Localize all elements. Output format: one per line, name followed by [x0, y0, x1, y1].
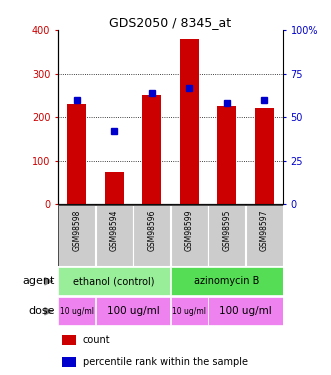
Bar: [180, 39, 199, 204]
Text: 100 ug/ml: 100 ug/ml: [219, 306, 272, 316]
Bar: [133, 205, 170, 266]
Text: percentile rank within the sample: percentile rank within the sample: [83, 357, 248, 367]
Bar: [58, 267, 170, 295]
Text: agent: agent: [22, 276, 55, 286]
Bar: [58, 205, 95, 266]
Text: GSM98594: GSM98594: [110, 209, 119, 251]
Text: dose: dose: [28, 306, 55, 316]
Bar: [255, 108, 274, 204]
Text: ethanol (control): ethanol (control): [73, 276, 155, 286]
Bar: [171, 205, 208, 266]
Title: GDS2050 / 8345_at: GDS2050 / 8345_at: [110, 16, 231, 29]
Text: GSM98595: GSM98595: [222, 209, 231, 251]
Bar: [217, 106, 236, 204]
Bar: [63, 335, 76, 345]
Bar: [171, 297, 208, 325]
Bar: [246, 205, 283, 266]
Bar: [96, 205, 132, 266]
Bar: [67, 104, 86, 204]
Bar: [96, 297, 170, 325]
Bar: [63, 357, 76, 367]
Text: 10 ug/ml: 10 ug/ml: [60, 307, 94, 316]
Bar: [209, 205, 245, 266]
Text: GSM98596: GSM98596: [147, 209, 156, 251]
Text: azinomycin B: azinomycin B: [194, 276, 260, 286]
Text: GSM98599: GSM98599: [185, 209, 194, 251]
Bar: [58, 297, 95, 325]
Text: count: count: [83, 335, 110, 345]
Text: GSM98597: GSM98597: [260, 209, 269, 251]
Text: GSM98598: GSM98598: [72, 209, 81, 251]
Text: 10 ug/ml: 10 ug/ml: [172, 307, 206, 316]
Bar: [209, 297, 283, 325]
Bar: [142, 95, 161, 204]
Bar: [105, 172, 123, 204]
Text: 100 ug/ml: 100 ug/ml: [107, 306, 159, 316]
Bar: [171, 267, 283, 295]
